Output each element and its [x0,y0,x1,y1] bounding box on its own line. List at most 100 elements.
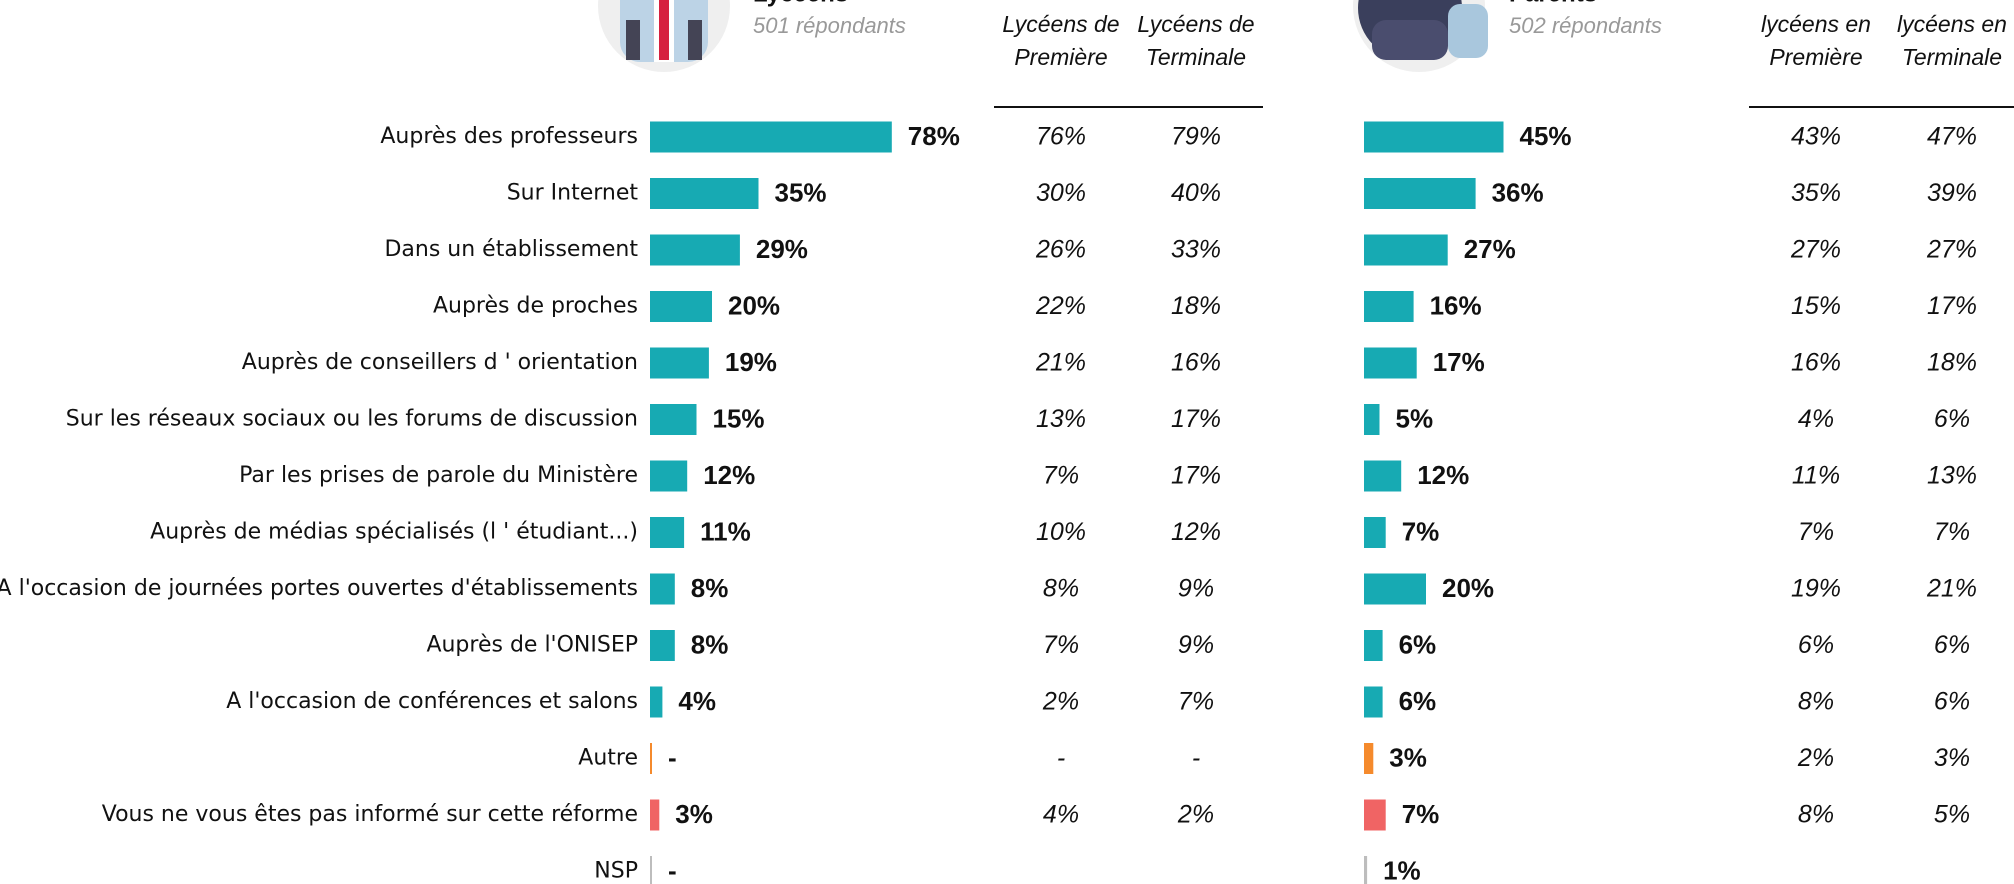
bar [650,799,660,831]
column-value: 33% [1171,236,1221,264]
column-value: 21% [1926,575,1977,603]
column-value: 27% [1926,236,1977,264]
bar [650,743,652,774]
column-value: 79% [1171,123,1221,151]
bar [650,347,709,379]
icon-parents [1353,0,1488,72]
category-label: Sur Internet [507,181,639,206]
group-subtitle: 502 répondants [1509,13,1662,38]
value-label: 7% [1402,799,1440,829]
category-label: Dans un établissement [384,237,638,262]
column-header: Terminale [1146,44,1246,70]
category-label: Sur les réseaux sociaux ou les forums de… [66,407,638,432]
bar [1364,291,1414,322]
column-value: 17% [1171,462,1221,490]
value-label: 15% [713,403,765,433]
column-value: 11% [1792,462,1840,490]
column-value: 2% [1797,744,1834,772]
category-label: NSP [594,859,638,884]
bar [1364,347,1417,379]
column-value: 30% [1036,179,1086,207]
column-value: 12% [1171,518,1221,546]
column-value: 17% [1171,405,1221,433]
value-label: 27% [1464,234,1516,264]
bar [1364,686,1383,718]
value-label: 17% [1433,347,1485,377]
bar [1364,404,1380,435]
value-label: - [668,855,677,884]
bar [650,291,712,322]
column-value: - [1057,744,1065,772]
column-header: Première [1014,44,1107,70]
column-value: 6% [1798,631,1834,659]
column-header: Première [1769,44,1862,70]
bar [1364,630,1383,661]
column-value: 15% [1791,292,1841,320]
bar [650,460,688,492]
column-value: 6% [1934,405,1970,433]
bar [1364,743,1374,774]
column-value: 6% [1934,631,1970,659]
bar [650,234,740,266]
column-header: Parents de [1760,0,1871,4]
column-value: 10% [1036,518,1086,546]
bar [650,404,697,435]
column-value: 6% [1934,688,1970,716]
category-label: Auprès de l'ONISEP [426,633,638,658]
value-label: 12% [703,460,755,490]
value-label: 78% [908,121,960,151]
column-value: 19% [1791,575,1841,603]
category-label: A l'occasion de journées portes ouvertes… [0,576,638,601]
column-value: 7% [1798,518,1834,546]
column-header: Lycéens de [1002,11,1119,37]
bar [1364,799,1386,831]
column-header: Terminale [1902,44,2002,70]
bar [1364,573,1426,605]
bar [1364,517,1386,548]
bar [1364,460,1402,492]
column-value: 18% [1171,292,1221,320]
column-value: 13% [1927,462,1977,490]
column-value: 4% [1043,801,1079,829]
value-label: 19% [725,347,777,377]
column-value: 26% [1035,236,1086,264]
value-label: 3% [675,799,713,829]
column-value: 16% [1791,349,1841,377]
column-value: 7% [1178,688,1214,716]
value-label: 29% [756,234,808,264]
column-value: 7% [1043,462,1079,490]
column-header: Lycéens de [1137,11,1254,37]
value-label: 7% [1402,516,1440,546]
column-value: 35% [1791,179,1841,207]
category-label: Autre [578,746,638,771]
group-title: Parents [1509,0,1597,7]
value-label: 4% [678,686,716,716]
bar [650,856,652,884]
value-label: 11% [700,516,751,546]
value-label: 8% [691,573,729,603]
bar [650,178,759,209]
group-title: Lycéens [753,0,848,7]
bar [650,121,892,153]
category-label: Vous ne vous êtes pas informé sur cette … [102,802,638,827]
category-label: Par les prises de parole du Ministère [239,463,638,488]
value-label: 20% [728,290,780,320]
value-label: 36% [1492,177,1544,207]
column-value: 8% [1043,575,1079,603]
value-label: 6% [1399,686,1437,716]
category-label: Auprès de proches [433,294,638,319]
column-value: 9% [1178,575,1214,603]
column-value: 22% [1035,292,1086,320]
value-label: 12% [1417,460,1469,490]
column-value: 47% [1927,123,1977,151]
value-label: 8% [691,629,729,659]
value-label: 16% [1430,290,1482,320]
column-value: 18% [1927,349,1977,377]
category-label: Auprès de médias spécialisés (l ' étudia… [150,520,638,545]
category-label: Auprès de conseillers d ' orientation [242,350,638,375]
column-value: 16% [1171,349,1221,377]
column-value: 40% [1171,179,1221,207]
column-value: 2% [1177,801,1214,829]
value-label: 1% [1383,855,1421,884]
bar [1364,178,1476,209]
